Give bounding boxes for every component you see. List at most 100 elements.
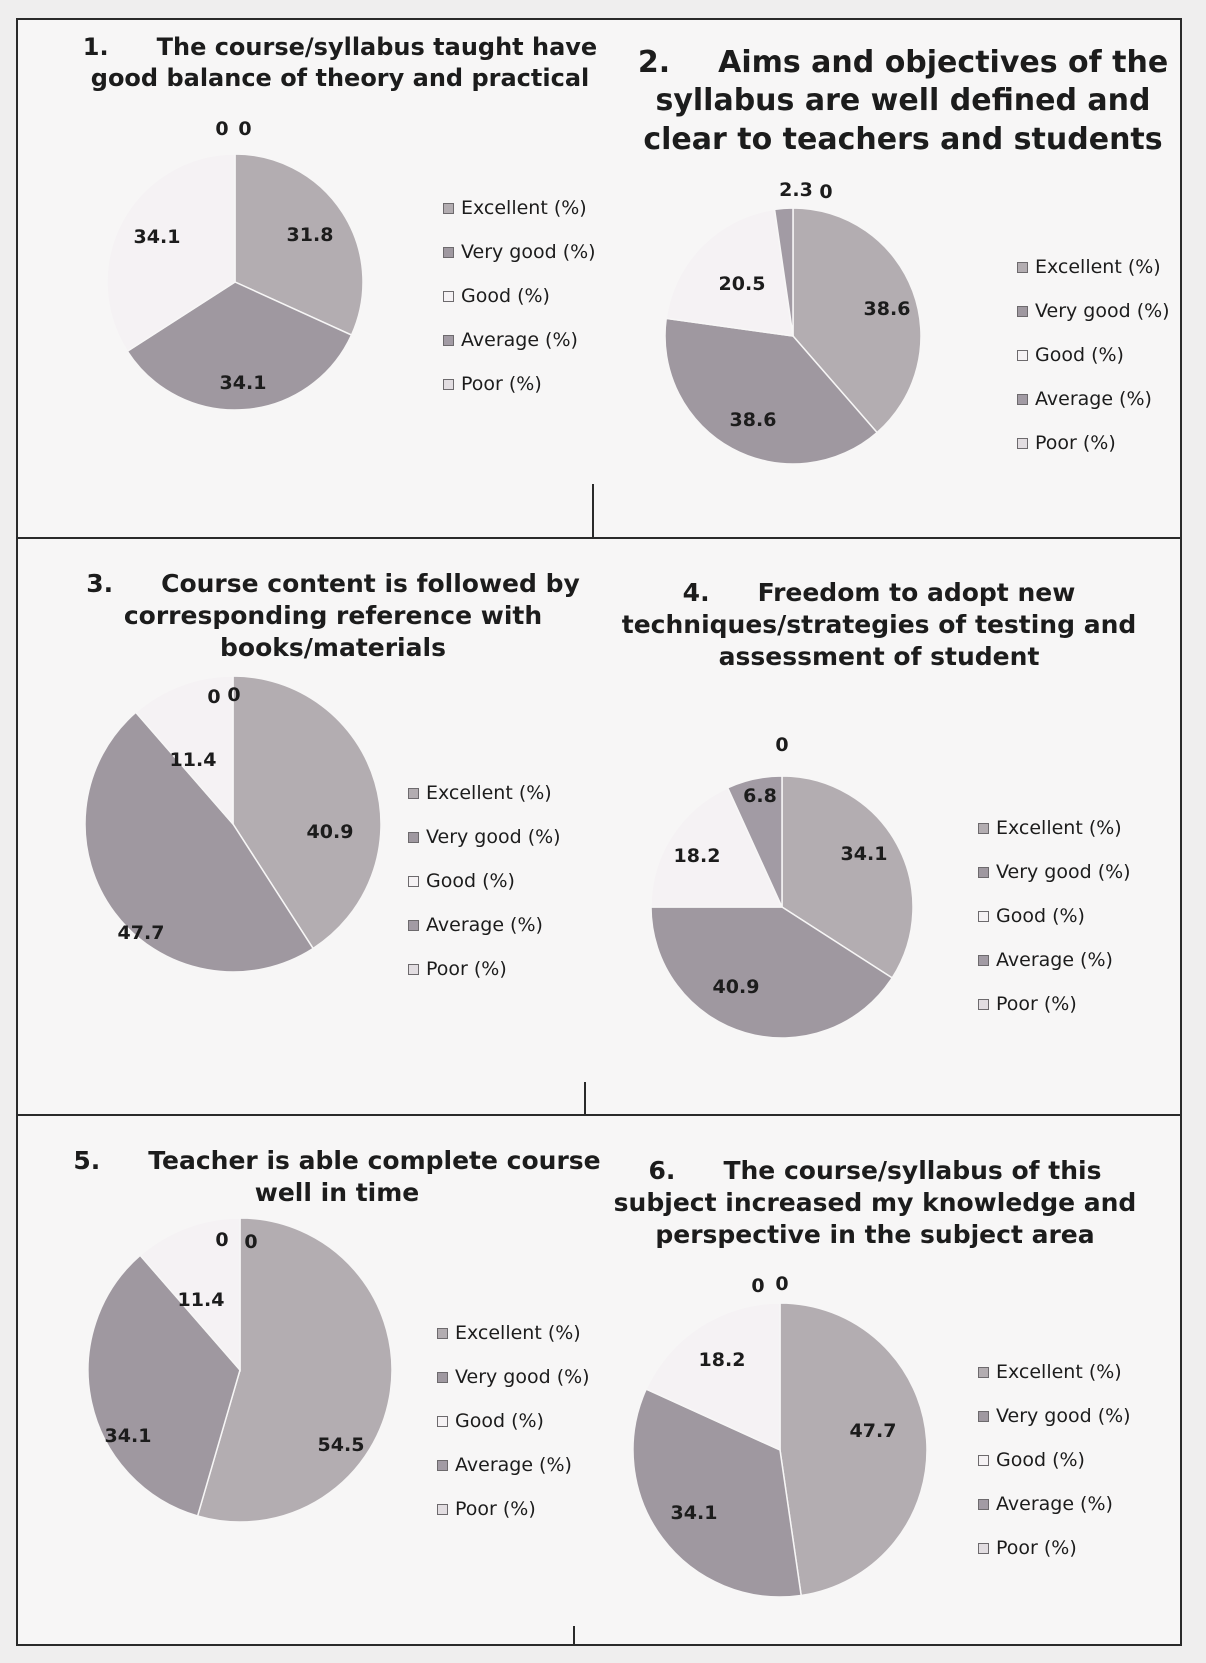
chart-title-line: 6. The course/syllabus of this xyxy=(614,1155,1137,1187)
chart-title: 3. Course content is followed by correspon… xyxy=(86,568,580,664)
legend-swatch xyxy=(408,831,419,843)
legend-label: Good (%) xyxy=(461,285,550,307)
data-label: 0 xyxy=(215,1229,228,1251)
legend-item: Good (%) xyxy=(978,1438,1131,1482)
legend-item: Very good (%) xyxy=(978,850,1131,894)
chart-title-text: techniques/strategies of testing and xyxy=(621,610,1137,639)
pie-slice-excellent xyxy=(196,1217,393,1523)
legend-item: Excellent (%) xyxy=(443,186,596,230)
legend-label: Poor (%) xyxy=(426,958,507,980)
legend-swatch xyxy=(978,1454,989,1466)
legend-label: Average (%) xyxy=(996,949,1113,971)
legend-swatch xyxy=(978,910,989,922)
chart-title-text: The course/syllabus of this xyxy=(723,1156,1102,1185)
pie-slice-good xyxy=(139,1217,241,1373)
chart-number: 2. xyxy=(637,45,671,80)
legend-label: Excellent (%) xyxy=(1035,256,1161,278)
chart-title-line: 2. Aims and objectives of the xyxy=(638,44,1168,82)
data-label: 47.7 xyxy=(118,922,165,944)
legend-label: Very good (%) xyxy=(426,826,561,848)
legend-label: Average (%) xyxy=(1035,388,1152,410)
chart-number: 5. xyxy=(73,1146,101,1175)
data-label: 34.1 xyxy=(841,843,888,865)
chart-title-line: 5. Teacher is able complete course xyxy=(73,1145,600,1177)
legend-item: Good (%) xyxy=(437,1399,590,1443)
chart-legend: Excellent (%) Very good (%) Good (%) Averag… xyxy=(408,771,561,991)
legend-swatch xyxy=(978,1498,989,1510)
chart-title-text: Aims and objectives of the xyxy=(718,45,1169,80)
row-divider-2 xyxy=(16,1114,1182,1116)
chart-number: 6. xyxy=(648,1156,676,1185)
chart-title-text: good balance of theory and practical xyxy=(90,63,590,92)
legend-item: Poor (%) xyxy=(437,1487,590,1531)
chart-title-line: well in time xyxy=(73,1177,600,1209)
legend-label: Good (%) xyxy=(996,905,1085,927)
legend-item: Excellent (%) xyxy=(1017,245,1170,289)
legend-item: Poor (%) xyxy=(978,1526,1131,1570)
chart-title-text: books/materials xyxy=(220,633,446,662)
chart-title-text: Freedom to adopt new xyxy=(757,578,1076,607)
pie-slice-very-good xyxy=(664,317,879,465)
legend-item: Average (%) xyxy=(437,1443,590,1487)
legend-label: Average (%) xyxy=(426,914,543,936)
chart-title-text: syllabus are well defined and xyxy=(655,83,1151,119)
legend-label: Average (%) xyxy=(461,329,578,351)
legend-label: Excellent (%) xyxy=(996,1361,1122,1383)
legend-item: Excellent (%) xyxy=(437,1311,590,1355)
legend-item: Average (%) xyxy=(978,1482,1131,1526)
pie-slice-good xyxy=(650,786,784,908)
pie-slice-good xyxy=(106,153,236,353)
chart-title-line: syllabus are well defined and xyxy=(638,82,1168,120)
data-label: 11.4 xyxy=(178,1289,225,1311)
legend-swatch xyxy=(437,1327,448,1339)
pie-slice-excellent xyxy=(779,1302,928,1597)
legend-swatch xyxy=(1017,261,1028,273)
legend-swatch xyxy=(408,787,419,799)
data-label: 11.4 xyxy=(170,749,217,771)
legend-label: Good (%) xyxy=(455,1410,544,1432)
legend-swatch xyxy=(978,1410,989,1422)
pie-slice-average xyxy=(726,775,783,908)
data-label: 31.8 xyxy=(287,224,334,246)
legend-swatch xyxy=(443,334,454,346)
data-label: 38.6 xyxy=(864,298,911,320)
column-divider-1 xyxy=(592,484,594,538)
pie-slice-good xyxy=(665,208,794,337)
pie-slice-very-good xyxy=(650,906,894,1039)
legend-swatch xyxy=(978,1366,989,1378)
legend-swatch xyxy=(437,1503,448,1515)
legend-swatch xyxy=(408,963,419,975)
legend-label: Poor (%) xyxy=(455,1498,536,1520)
legend-swatch xyxy=(408,875,419,887)
chart-legend: Excellent (%) Very good (%) Good (%) Averag… xyxy=(978,806,1131,1026)
chart-number: 4. xyxy=(682,578,710,607)
chart-title-line: corresponding reference with xyxy=(86,600,580,632)
legend-swatch xyxy=(978,866,989,878)
chart-title-text: Teacher is able complete course xyxy=(148,1146,601,1175)
legend-swatch xyxy=(437,1415,448,1427)
data-label: 18.2 xyxy=(699,1349,746,1371)
data-label: 38.6 xyxy=(730,409,777,431)
data-label: 18.2 xyxy=(674,845,721,867)
legend-item: Poor (%) xyxy=(1017,421,1170,465)
legend-item: Good (%) xyxy=(408,859,561,903)
chart-title-text: subject increased my knowledge and xyxy=(613,1188,1137,1217)
pie-slice-very-good xyxy=(87,1254,241,1517)
legend-item: Average (%) xyxy=(978,938,1131,982)
data-label: 54.5 xyxy=(318,1434,365,1456)
data-label: 0 xyxy=(751,1275,764,1297)
chart-title-text: corresponding reference with xyxy=(123,601,543,630)
chart-title-line: clear to teachers and students xyxy=(638,121,1168,159)
legend-swatch xyxy=(1017,349,1028,361)
data-label: 0 xyxy=(207,686,220,708)
legend-swatch xyxy=(978,822,989,834)
chart-title-text: clear to teachers and students xyxy=(643,121,1163,157)
legend-item: Good (%) xyxy=(978,894,1131,938)
chart-title-line: techniques/strategies of testing and xyxy=(622,609,1137,641)
chart-title-line: good balance of theory and practical xyxy=(83,63,597,94)
